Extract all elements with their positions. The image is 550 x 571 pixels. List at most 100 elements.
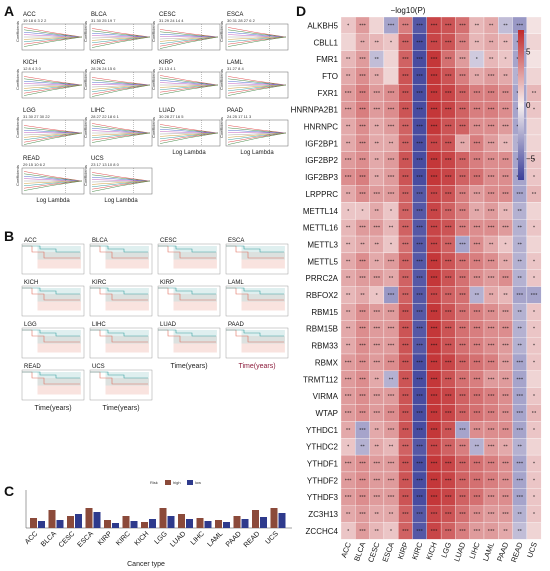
lasso-coef-path [227,132,287,145]
heatmap-cell-stars: *** [345,461,353,467]
heatmap-cell-stars: *** [459,158,467,164]
km-plot-title: LIHC [92,322,106,328]
heatmap-cell-stars: ** [375,377,380,383]
lasso-plot-counts: 31 27 8 4 [227,66,244,71]
lasso-plot-ylabel: Coefficients [15,165,20,186]
heatmap-cell [526,117,542,136]
heatmap-cell-stars: * [347,444,350,450]
heatmap-cell-stars: *** [445,124,453,130]
heatmap-cell-stars: ** [375,242,380,248]
heatmap-cell-stars: *** [402,73,410,79]
heatmap-cell-stars: *** [473,377,481,383]
box-x-tick: LGG [154,530,169,545]
km-plot-paad: PAAD Time(years) [225,322,289,370]
heatmap-cell-stars: *** [473,512,481,518]
heatmap-cell-stars: *** [359,309,367,315]
lasso-coef-path [227,36,287,47]
heatmap-cell-stars: *** [473,461,481,467]
heatmap-cell-stars: *** [359,158,367,164]
heatmap-cell-stars: *** [416,343,424,349]
heatmap-cell-stars: *** [388,343,396,349]
heatmap-cell-stars: *** [502,309,510,315]
heatmap-row-rbfox2: RBFOX2 ** ** * *** *** *** *** *** *** ** ** ** *** **… [306,286,542,304]
lasso-plot-ylabel: Coefficients [83,165,88,186]
heatmap-cell-stars: ** [346,57,351,63]
lasso-plot-xlabel: Log Lambda [240,150,274,156]
box-low [130,521,138,528]
heatmap-row-zc3h13: ZC3H13 ** *** ** ** *** *** *** *** *** *** *** *** *… [308,505,542,523]
heatmap-cell-stars: *** [345,377,353,383]
heatmap-row-label: IGF2BP3 [305,173,338,182]
lasso-plot-title: BLCA [91,12,107,18]
heatmap-cell-stars: ** [346,343,351,349]
colorbar-tick: 5 [526,47,531,56]
lasso-plot-title: CESC [159,12,176,18]
heatmap-cell-stars: *** [459,394,467,400]
heatmap-cell-stars: *** [416,276,424,282]
heatmap-cell-stars: *** [431,326,439,332]
heatmap-cell-stars: *** [488,276,496,282]
km-plot-cesc: CESC [157,238,221,275]
km-ci-low [173,288,217,302]
lasso-plot-frame [89,119,153,147]
heatmap-cell-stars: * [533,461,536,467]
heatmap-cell [526,202,542,220]
lasso-plot-frame [21,167,85,195]
heatmap-cell-stars: *** [402,309,410,315]
heatmap-cell-stars: *** [402,326,410,332]
heatmap-cell-stars: *** [402,124,410,130]
heatmap-cell-stars: ** [460,141,465,147]
lasso-plot-counts: 30 31 28 27 6 2 [227,18,256,23]
lasso-plot-ylabel: Coefficients [151,21,156,42]
heatmap-cell-stars: *** [459,427,467,433]
heatmap-cell-stars: *** [473,175,481,181]
heatmap-cell-stars: *** [359,394,367,400]
heatmap-row-virma: VIRMA *** *** *** *** *** *** *** *** *** *** *** **… [313,387,542,405]
box-x-tick: LAML [207,530,225,548]
heatmap-cell-stars: *** [402,57,410,63]
heatmap-cell-stars: *** [416,461,424,467]
box-low [149,519,156,528]
colorbar-gradient [518,30,524,180]
box-x-tick: READ [243,530,262,549]
heatmap-cell-stars: ** [518,276,523,282]
heatmap-cell-stars: *** [416,512,424,518]
lasso-plot-counts: 30 28 27 16 5 [159,114,184,119]
heatmap-row-ythdf1: YTHDF1 *** *** *** *** *** *** *** *** *** *** *** *… [307,454,542,473]
heatmap-cell-stars: ** [389,276,394,282]
heatmap-cell-stars: *** [502,276,510,282]
heatmap-cell-stars: ** [518,444,523,450]
heatmap-cell-stars: *** [345,175,353,181]
heatmap-cell-stars: *** [516,293,524,299]
heatmap-row-zcchc4: ZCCHC4 * *** ** * *** *** *** *** *** *** *** ** ** [306,522,542,540]
heatmap-cell-stars: * [390,40,393,46]
heatmap-cell-stars: *** [416,478,424,484]
heatmap-cell-stars: * [533,259,536,265]
heatmap-cell-stars: *** [445,191,453,197]
heatmap-row-cbll1: CBLL1***************************** [314,33,542,51]
heatmap-cell-stars: *** [445,309,453,315]
km-plot-kich: KICH [21,280,85,317]
km-curve-low [22,287,80,295]
lasso-plot-frame [21,119,85,147]
heatmap-cell-stars: *** [445,141,453,147]
heatmap-col-label: LGG [439,541,453,559]
heatmap-cell-stars: ** [375,528,380,534]
heatmap-cell-stars: ** [503,259,508,265]
heatmap-row-rbm15: RBM15 ** *** *** *** *** *** *** *** *** *** *** ***… [311,303,542,321]
heatmap-cell-stars: *** [402,495,410,501]
heatmap-cell-stars: *** [431,208,439,214]
heatmap-cell-stars: *** [388,259,396,265]
heatmap-cell-stars: *** [445,343,453,349]
km-plot-lihc: LIHC [89,322,153,359]
heatmap-row-rbmx: RBMX *** *** *** *** *** *** *** *** *** *** *** ***… [315,353,542,372]
heatmap-cell-stars: *** [402,461,410,467]
km-plot-read: READ Time(years) [21,364,85,412]
heatmap-cell-stars: *** [402,107,410,113]
heatmap-cell-stars: *** [488,495,496,501]
km-plot-ucs: UCS Time(years) [89,364,153,412]
colorbar-tick: −5 [526,155,536,164]
